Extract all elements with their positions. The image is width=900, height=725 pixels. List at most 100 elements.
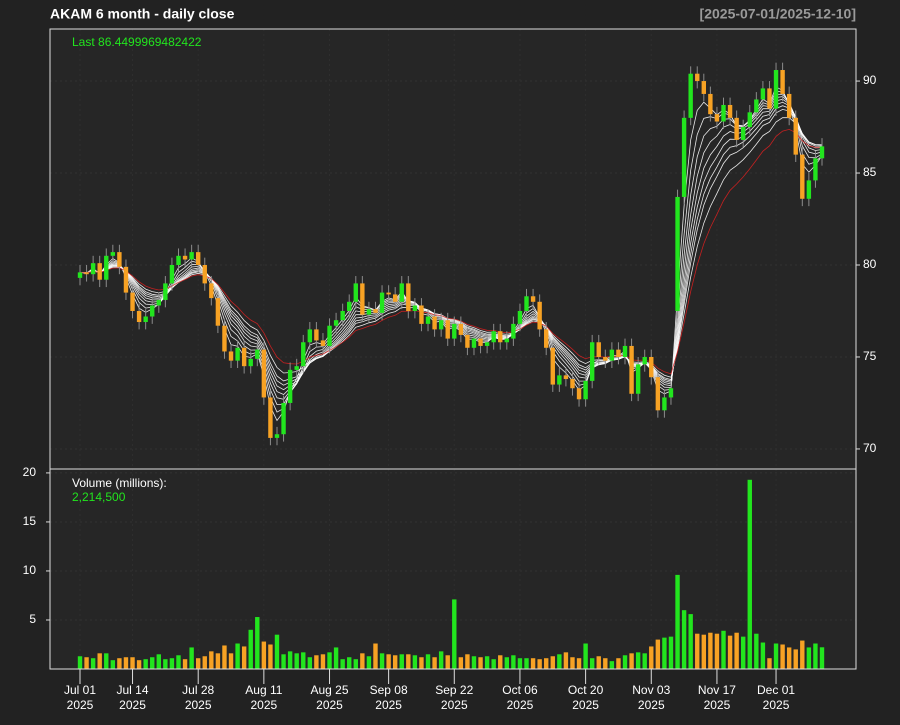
candle-body [478,338,483,346]
candle-body [176,255,181,266]
volume-bar [130,657,135,669]
candle-body [445,320,450,339]
candle-body [77,272,83,278]
candle-body [294,366,299,370]
candle-body [202,265,207,284]
date-range: [2025-07-01/2025-12-10] [700,6,856,22]
volume-bar [347,657,352,669]
volume-bar [701,634,707,669]
volume-last-label: 2,214,500 [72,490,126,504]
x-tick-sublabel: 2025 [67,698,94,712]
candle-body [701,81,707,94]
candle-body [255,349,260,359]
volume-bar [786,647,792,669]
volume-bar [767,658,772,669]
volume-bar [195,658,201,669]
volume-bar [596,656,601,669]
candle-body [274,434,280,438]
candle-body [760,88,766,100]
volume-bar [97,653,102,669]
volume-bar [662,637,667,669]
candle-body [281,402,286,435]
candle-body [373,309,378,313]
volume-bar [589,658,595,669]
volume-label: Volume (millions): [72,476,167,490]
volume-bar [491,659,496,669]
volume-bar [432,657,437,669]
x-tick-sublabel: 2025 [507,698,534,712]
candle-body [150,305,155,317]
volume-bar [576,658,582,669]
candle-body [642,356,647,365]
volume-bar [281,654,286,669]
volume-frame [49,468,857,670]
candle-body [228,351,234,361]
last-label: Last 86.4499969482422 [72,35,202,49]
volume-bar [268,644,273,669]
volume-bar [235,643,240,669]
x-tick-label: Jul 14 [117,683,149,697]
volume-tick-label: 10 [23,563,37,577]
candle-body [432,316,437,330]
candle-body [366,309,372,315]
candle-body [655,377,661,411]
volume-bar [557,654,562,669]
candle-body [649,356,654,378]
candle-body [117,252,122,267]
volume-bar [741,636,746,669]
volume-bar [241,646,247,669]
candle-body [780,70,785,94]
x-tick-label: Jul 01 [64,683,96,697]
candle-body [524,296,529,311]
volume-bar [517,658,523,669]
volume-bar [189,647,194,669]
volume-bar [176,655,181,669]
candle-body [544,329,549,348]
x-tick-label: Nov 03 [632,683,670,697]
volume-bar [399,654,404,669]
volume-bar [583,643,588,669]
candle-body [622,345,628,357]
candle-body [438,320,444,330]
chart-title: AKAM 6 month - daily close [50,6,235,22]
volume-bar [819,647,825,669]
volume-bar [603,658,608,669]
volume-bar [320,654,326,669]
volume-bar [386,654,391,669]
volume-bar [498,655,503,669]
y-tick-label: 90 [863,73,877,87]
volume-bar [248,629,253,669]
x-tick-label: Aug 11 [245,683,282,697]
x-tick-label: Jul 28 [182,683,214,697]
volume-bar [754,633,759,669]
candle-body [576,388,582,400]
candle-body [97,263,102,280]
volume-bar [780,644,785,669]
candle-body [550,347,555,385]
volume-bar [90,658,96,669]
volume-bar [675,574,680,669]
x-tick-label: Sep 08 [370,683,408,697]
volume-bar [222,645,227,669]
volume-bar [635,652,641,669]
candle-body [714,114,720,122]
candle-body [708,93,713,115]
candle-body [163,283,168,300]
y-tick-label: 75 [863,349,877,363]
volume-bar [117,658,122,669]
volume-bar [570,657,575,669]
candle-body [169,265,175,284]
candle-body [333,320,339,326]
candle-body [379,292,385,313]
candle-body [767,88,772,109]
candle-body [392,294,398,302]
volume-bar [104,653,109,669]
candle-body [143,316,148,323]
candle-body [498,331,503,343]
candle-body [806,180,812,199]
candle-body [209,283,214,299]
candle-body [695,73,700,82]
candle-body [104,255,109,280]
candle-body [241,347,247,367]
candle-body [248,358,253,367]
